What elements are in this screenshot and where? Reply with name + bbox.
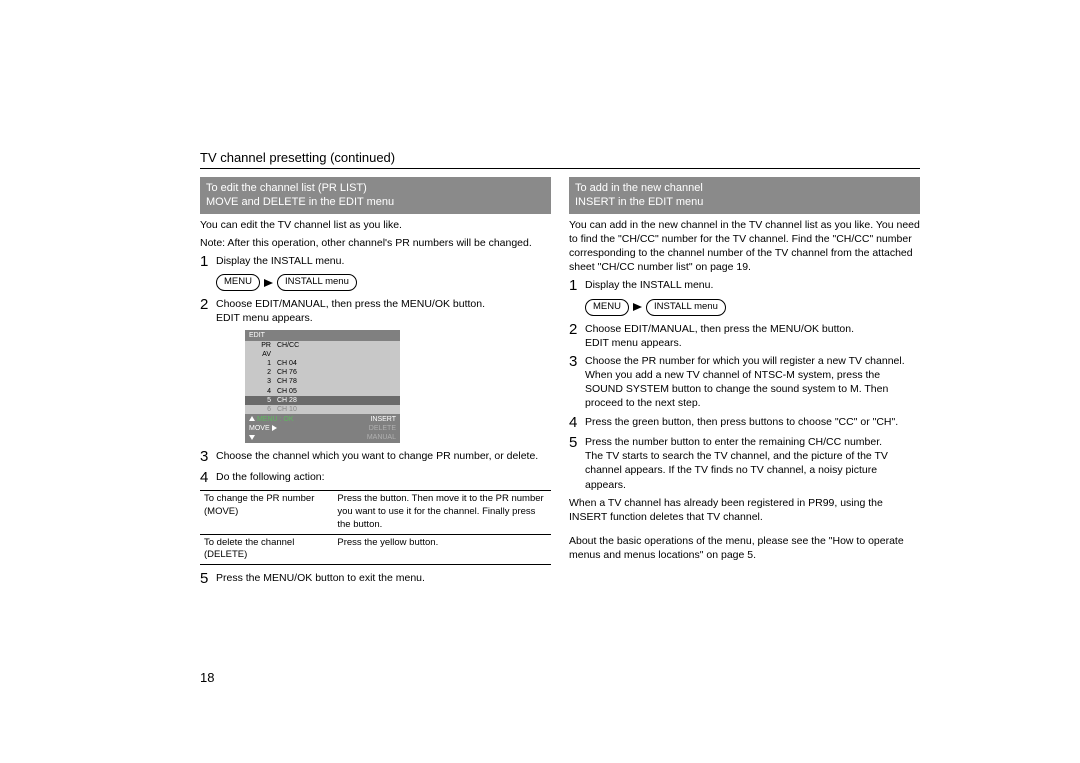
step-body: Press the number button to enter the rem… [585,435,920,492]
right-step-1: 1 Display the INSTALL menu. [569,278,920,295]
col-chcc: CH/CC [277,341,396,350]
menu-path-row: MENU INSTALL menu [585,299,920,316]
up-icon [249,416,255,421]
action-desc: Press the yellow button. [333,534,551,565]
step-body: Press the green button, then press butto… [585,415,920,432]
step-text: EDIT menu appears. [585,337,682,349]
step-text: Choose EDIT/MANUAL, then press the MENU/… [216,298,485,310]
right-note-2: About the basic operations of the menu, … [569,534,920,562]
edit-body: PR CH/CC AV 1CH 04 2CH 76 3CH 78 4CH 05 … [245,341,400,414]
step-number: 3 [200,449,216,466]
left-header-text: To edit the channel list (PR LIST) MOVE … [206,182,394,208]
left-intro-1: You can edit the TV channel list as you … [200,218,551,232]
action-table: To change the PR number (MOVE) Press the… [200,490,551,565]
arrow-right-icon [264,279,273,287]
left-intro-2: Note: After this operation, other channe… [200,236,551,250]
edit-title: EDIT [245,330,400,341]
step-body: Choose the PR number for which you will … [585,354,920,411]
edit-row-highlight: 5CH 28 [245,396,400,405]
table-row: To delete the channel (DELETE) Press the… [200,534,551,565]
step-number: 2 [200,297,216,325]
edit-row: AV [245,350,400,359]
edit-menu-illustration: EDIT PR CH/CC AV 1CH 04 2CH 76 3CH 78 4C… [245,330,400,443]
menu-badge: MENU [585,299,629,316]
left-section-header: To edit the channel list (PR LIST) MOVE … [200,177,551,214]
right-icon [272,425,277,431]
step-body: Do the following action: [216,470,551,487]
install-menu-badge: INSTALL menu [277,274,357,291]
right-column: To add in the new channel INSERT in the … [569,177,920,592]
right-header-text: To add in the new channel INSERT in the … [575,182,703,208]
down-icon [249,435,255,440]
step-number: 2 [569,322,585,350]
left-step-5: 5 Press the MENU/OK button to exit the m… [200,571,551,588]
right-step-5: 5 Press the number button to enter the r… [569,435,920,492]
manual-page: TV channel presetting (continued) To edi… [200,150,920,592]
edit-footer: MENU : OK INSERT MOVE DELETE MANUAL [245,414,400,443]
delete-label: DELETE [369,424,396,433]
edit-row: 4CH 05 [245,387,400,396]
right-section-header: To add in the new channel INSERT in the … [569,177,920,214]
step-text: Choose EDIT/MANUAL, then press the MENU/… [585,323,854,335]
edit-row: 2CH 76 [245,368,400,377]
right-step-2: 2 Choose EDIT/MANUAL, then press the MEN… [569,322,920,350]
action-desc: Press the button. Then move it to the PR… [333,491,551,534]
step-number: 3 [569,354,585,411]
step-number: 1 [569,278,585,295]
insert-label: INSERT [370,415,396,424]
action-name: To delete the channel (DELETE) [200,534,333,565]
step-text: Press the number button to enter the rem… [585,436,882,448]
step-body: Choose EDIT/MANUAL, then press the MENU/… [216,297,551,325]
step-number: 4 [569,415,585,432]
page-title: TV channel presetting (continued) [200,150,920,169]
left-column: To edit the channel list (PR LIST) MOVE … [200,177,551,592]
step-number: 5 [569,435,585,492]
install-menu-badge: INSTALL menu [646,299,726,316]
menu-path-row: MENU INSTALL menu [216,274,551,291]
right-step-4: 4 Press the green button, then press but… [569,415,920,432]
menu-badge: MENU [216,274,260,291]
step-body: Display the INSTALL menu. [216,254,551,271]
step-body: Choose EDIT/MANUAL, then press the MENU/… [585,322,920,350]
right-note-1: When a TV channel has already been regis… [569,496,920,524]
step-text: The TV starts to search the TV channel, … [585,450,888,490]
right-step-3: 3 Choose the PR number for which you wil… [569,354,920,411]
left-step-4: 4 Do the following action: [200,470,551,487]
edit-row: 6CH 10 [245,405,400,414]
left-step-2: 2 Choose EDIT/MANUAL, then press the MEN… [200,297,551,325]
edit-row: 3CH 78 [245,377,400,386]
left-step-3: 3 Choose the channel which you want to c… [200,449,551,466]
step-body: Choose the channel which you want to cha… [216,449,551,466]
table-row: To change the PR number (MOVE) Press the… [200,491,551,534]
edit-header-row: PR CH/CC [245,341,400,350]
step-number: 4 [200,470,216,487]
left-step-1: 1 Display the INSTALL menu. [200,254,551,271]
right-intro: You can add in the new channel in the TV… [569,218,920,275]
step-body: Display the INSTALL menu. [585,278,920,295]
arrow-right-icon [633,303,642,311]
step-number: 1 [200,254,216,271]
move-label: MOVE [249,425,270,432]
menu-ok-label: MENU : OK [257,416,294,423]
step-text: EDIT menu appears. [216,312,313,324]
two-column-layout: To edit the channel list (PR LIST) MOVE … [200,177,920,592]
step-number: 5 [200,571,216,588]
col-pr: PR [249,341,277,350]
step-body: Press the MENU/OK button to exit the men… [216,571,551,588]
page-number: 18 [200,670,214,685]
edit-row: 1CH 04 [245,359,400,368]
manual-label: MANUAL [367,433,396,442]
action-name: To change the PR number (MOVE) [200,491,333,534]
